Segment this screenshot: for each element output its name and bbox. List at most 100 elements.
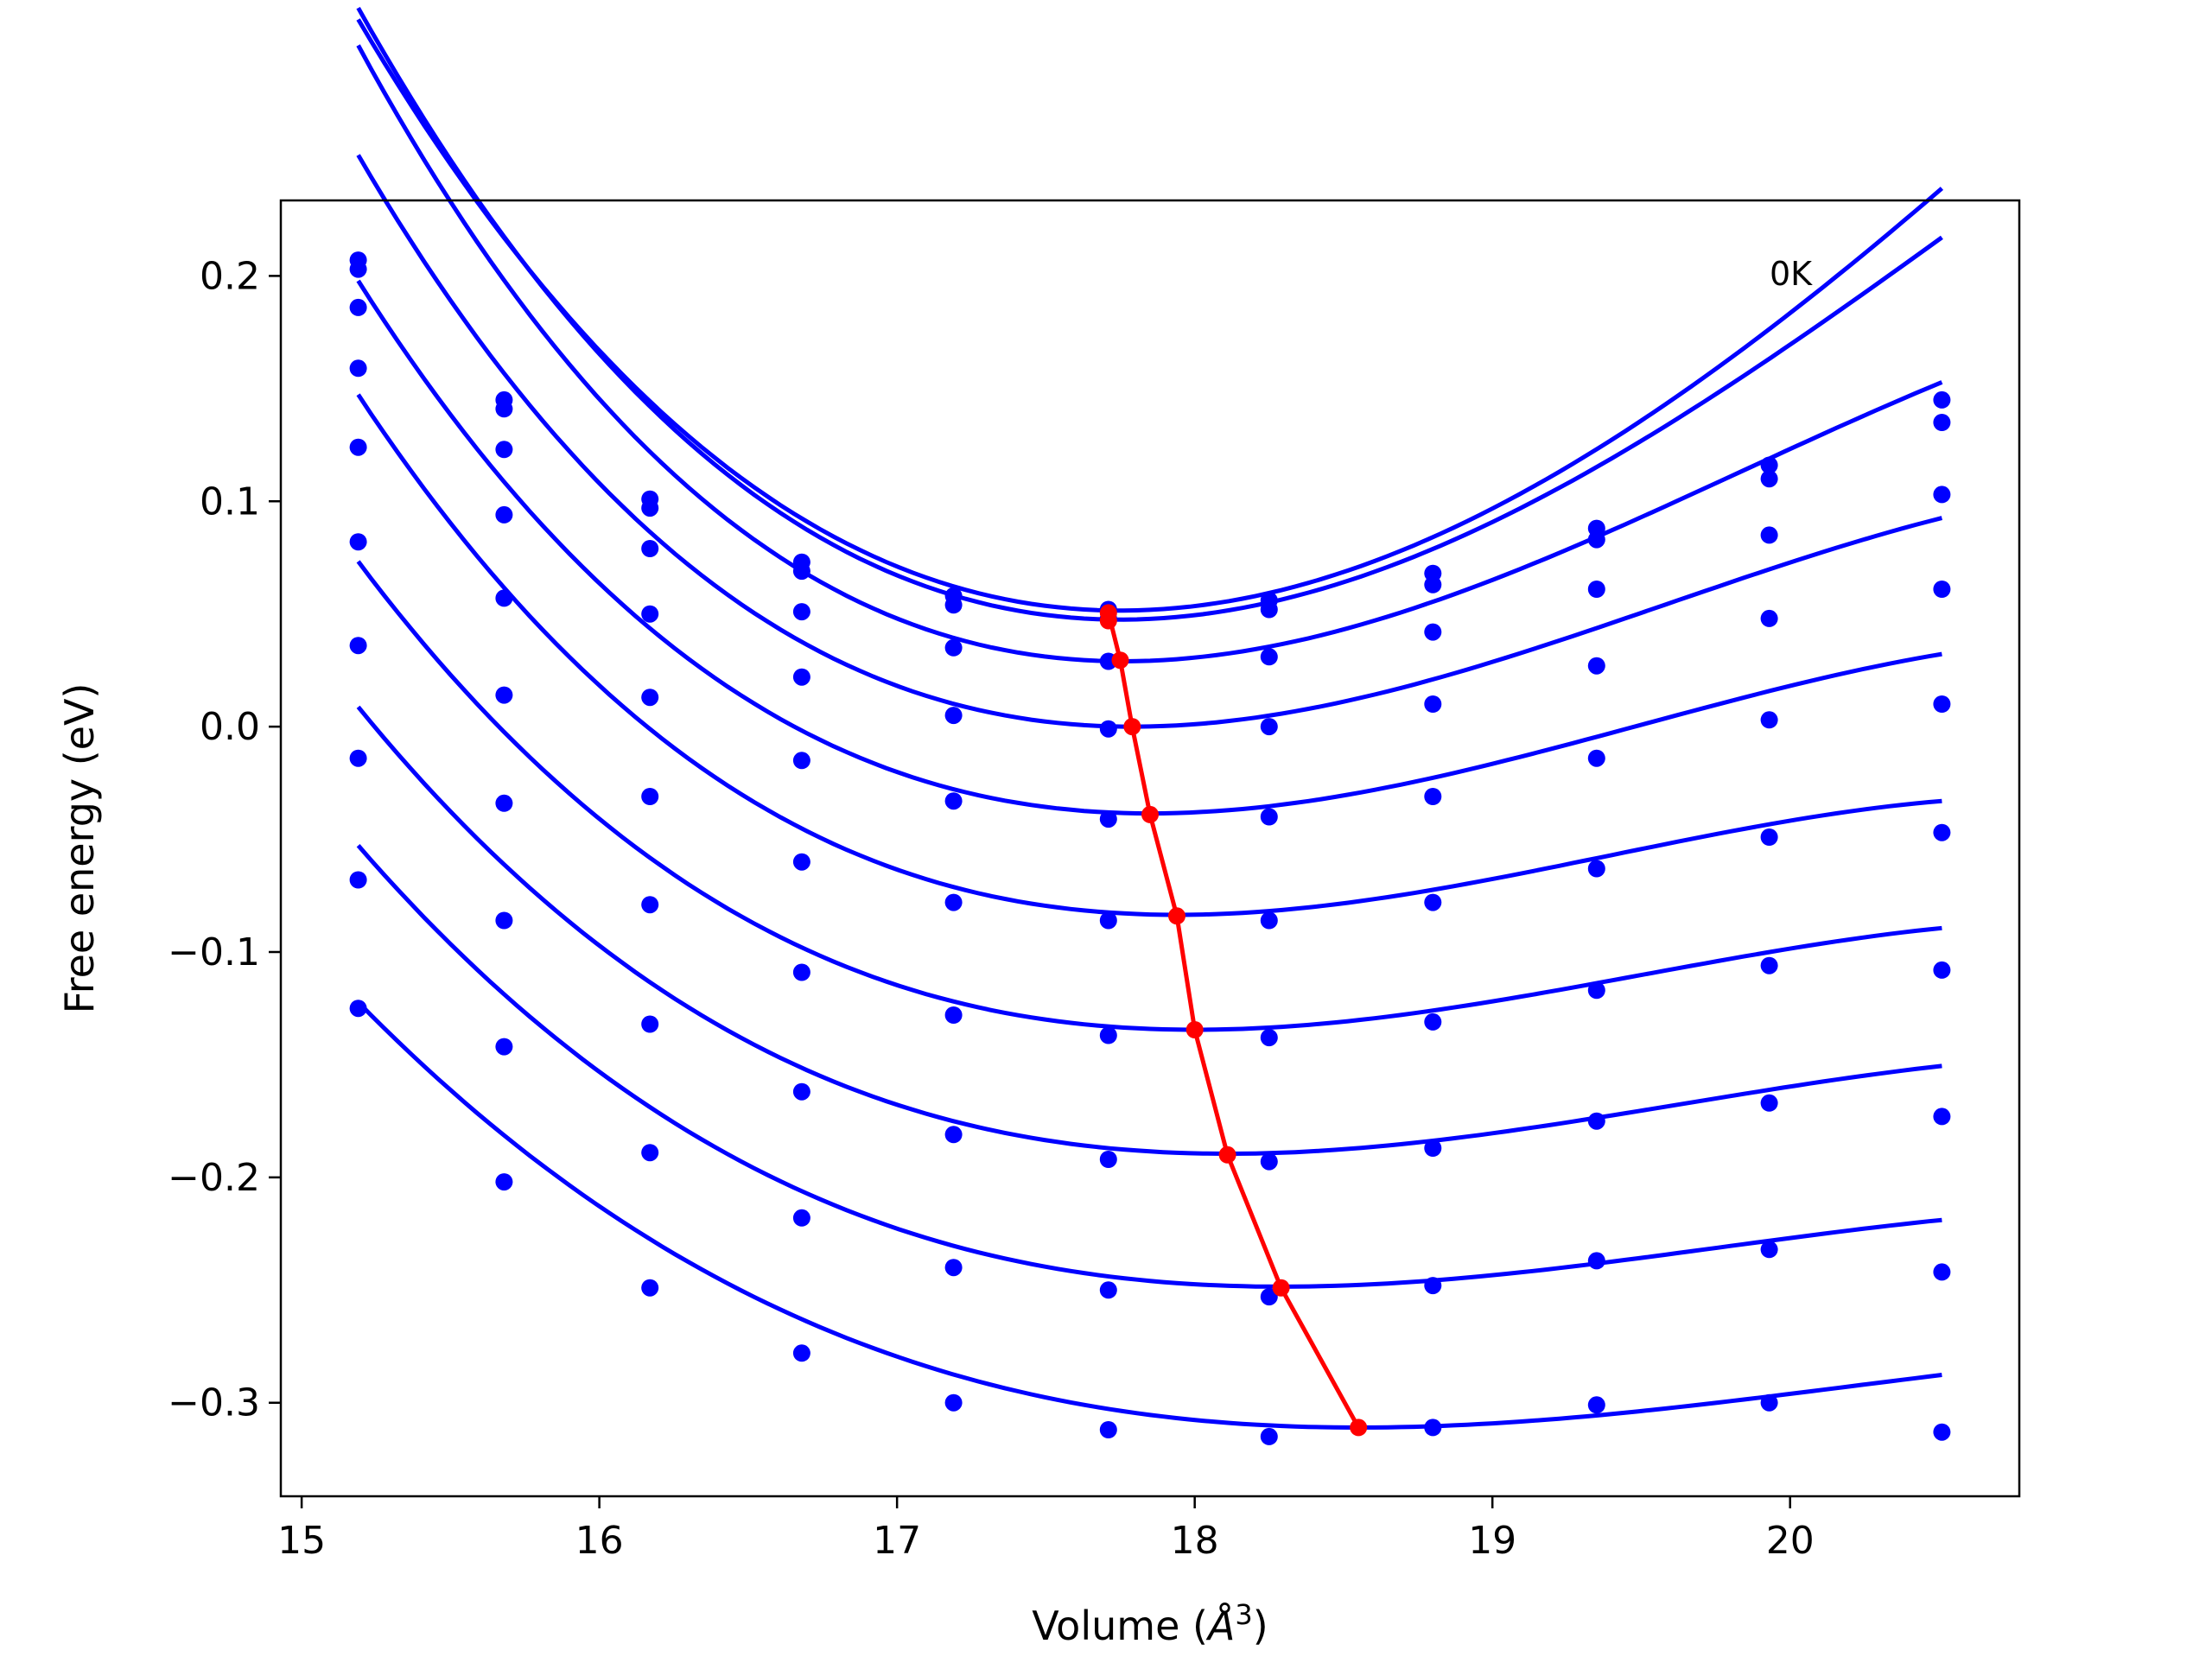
data-point-s6-2 — [495, 686, 513, 704]
data-point-s10-4 — [792, 1344, 810, 1362]
minima-point-6 — [1185, 1021, 1204, 1038]
data-point-s9-10 — [1760, 1241, 1778, 1259]
data-point-s2-1 — [349, 260, 367, 278]
data-point-s8-1 — [349, 749, 367, 767]
data-point-s9-8 — [1424, 1277, 1442, 1295]
data-point-s7-6 — [1099, 1026, 1117, 1044]
minima-point-extra — [1099, 612, 1117, 630]
data-point-s3-7 — [1260, 648, 1278, 666]
data-point-s4-8 — [1424, 695, 1442, 713]
fit-curve-3 — [356, 44, 1943, 664]
data-point-s3-1 — [349, 298, 367, 316]
data-point-s2-3 — [641, 499, 659, 517]
data-point-s2-5 — [944, 596, 963, 614]
data-point-s5-9 — [1587, 749, 1605, 767]
minima-point-7 — [1218, 1146, 1236, 1164]
data-point-s6-6 — [1099, 911, 1117, 930]
data-point-s3-9 — [1587, 581, 1605, 598]
data-point-s8-6 — [1099, 1151, 1117, 1168]
fit-curve-2 — [356, 6, 1943, 622]
data-point-s10-8 — [1424, 1419, 1442, 1437]
data-point-s8-8 — [1424, 1139, 1442, 1157]
data-point-s6-1 — [349, 533, 367, 551]
data-point-s9-2 — [495, 1038, 513, 1056]
x-tick-label-15: 15 — [277, 1519, 326, 1563]
data-point-s2-11 — [1933, 414, 1951, 431]
data-point-s5-3 — [641, 689, 659, 707]
data-point-s8-9 — [1587, 1112, 1605, 1130]
data-point-s10-6 — [1099, 1421, 1117, 1438]
minima-point-9 — [1350, 1419, 1368, 1437]
data-point-s7-3 — [641, 896, 659, 914]
fit-curve-8 — [356, 705, 1942, 1157]
data-point-s7-4 — [792, 963, 810, 981]
data-point-s5-11 — [1933, 695, 1951, 713]
data-point-s8-5 — [944, 1126, 963, 1144]
data-point-s3-10 — [1760, 526, 1778, 544]
data-point-s7-1 — [349, 637, 367, 655]
y-axis-label: Free energy (eV) — [56, 683, 103, 1014]
fit-curve-6 — [356, 393, 1942, 917]
y-tick-label-0: −0.3 — [168, 1381, 260, 1425]
data-point-s5-6 — [1099, 810, 1117, 828]
data-point-s3-4 — [792, 603, 810, 621]
data-point-s9-11 — [1933, 1263, 1951, 1281]
plot-frame — [279, 199, 2021, 1498]
data-point-s7-11 — [1933, 961, 1951, 979]
data-point-s7-9 — [1587, 981, 1605, 1000]
minima-point-4 — [1141, 805, 1159, 823]
x-tick-label-17: 17 — [873, 1519, 921, 1563]
data-point-s10-9 — [1587, 1396, 1605, 1414]
data-point-s4-3 — [641, 605, 659, 623]
data-point-s6-9 — [1587, 860, 1605, 878]
data-point-s8-11 — [1933, 1108, 1951, 1126]
data-point-s9-1 — [349, 871, 367, 889]
y-tick-label-2: −0.1 — [168, 930, 260, 974]
axis-ticks: 15 16 17 18 19 20 −0.3 −0.2 −0.1 0.0 0.1 0.2 — [168, 254, 1815, 1563]
data-point-s8-2 — [495, 911, 513, 930]
data-point-s6-8 — [1424, 893, 1442, 911]
fit-curve-4 — [356, 154, 1943, 729]
data-point-s5-5 — [944, 792, 963, 810]
data-point-s2-2 — [495, 400, 513, 418]
data-point-s9-5 — [944, 1259, 963, 1277]
data-point-s3-3 — [641, 540, 659, 557]
data-point-s2-4 — [792, 562, 810, 581]
data-point-s4-2 — [495, 505, 513, 524]
y-tick-label-1: −0.2 — [168, 1156, 260, 1200]
minima-point-5 — [1168, 907, 1185, 925]
data-point-s9-6 — [1099, 1281, 1117, 1299]
data-point-s4-7 — [1260, 718, 1278, 736]
data-point-s2-7 — [1260, 600, 1278, 619]
data-point-s10-7 — [1260, 1427, 1278, 1445]
data-point-s7-5 — [944, 1006, 963, 1024]
data-point-s7-10 — [1760, 956, 1778, 974]
plot-marks — [349, 6, 1951, 1445]
x-axis-label-text: Volume ( — [1032, 1603, 1208, 1649]
fit-curve-9 — [356, 844, 1942, 1289]
data-point-s10-3 — [641, 1279, 659, 1297]
data-point-s8-7 — [1260, 1152, 1278, 1171]
y-tick-label-3: 0.0 — [200, 705, 260, 749]
data-point-s2-10 — [1760, 470, 1778, 488]
y-tick-label-5: 0.2 — [200, 254, 260, 298]
data-point-s4-5 — [944, 707, 963, 725]
x-axis-label-unit: Å — [1205, 1603, 1235, 1649]
data-point-s5-10 — [1760, 711, 1778, 729]
data-point-s4-1 — [349, 359, 367, 378]
x-tick-label-16: 16 — [575, 1519, 624, 1563]
data-point-s8-10 — [1760, 1094, 1778, 1112]
data-point-s8-3 — [641, 1015, 659, 1033]
data-point-s4-9 — [1587, 657, 1605, 675]
data-point-s1-11 — [1933, 390, 1951, 409]
fit-curve-10 — [356, 1000, 1942, 1430]
data-point-s5-2 — [495, 589, 513, 607]
minima-point-3 — [1123, 718, 1141, 736]
temperature-annotation: 0K — [1770, 255, 1813, 293]
data-point-s5-4 — [792, 752, 810, 770]
data-point-s5-8 — [1424, 788, 1442, 805]
data-point-s2-8 — [1424, 575, 1442, 593]
data-point-s9-4 — [792, 1209, 810, 1227]
data-point-s10-1 — [349, 1000, 367, 1018]
